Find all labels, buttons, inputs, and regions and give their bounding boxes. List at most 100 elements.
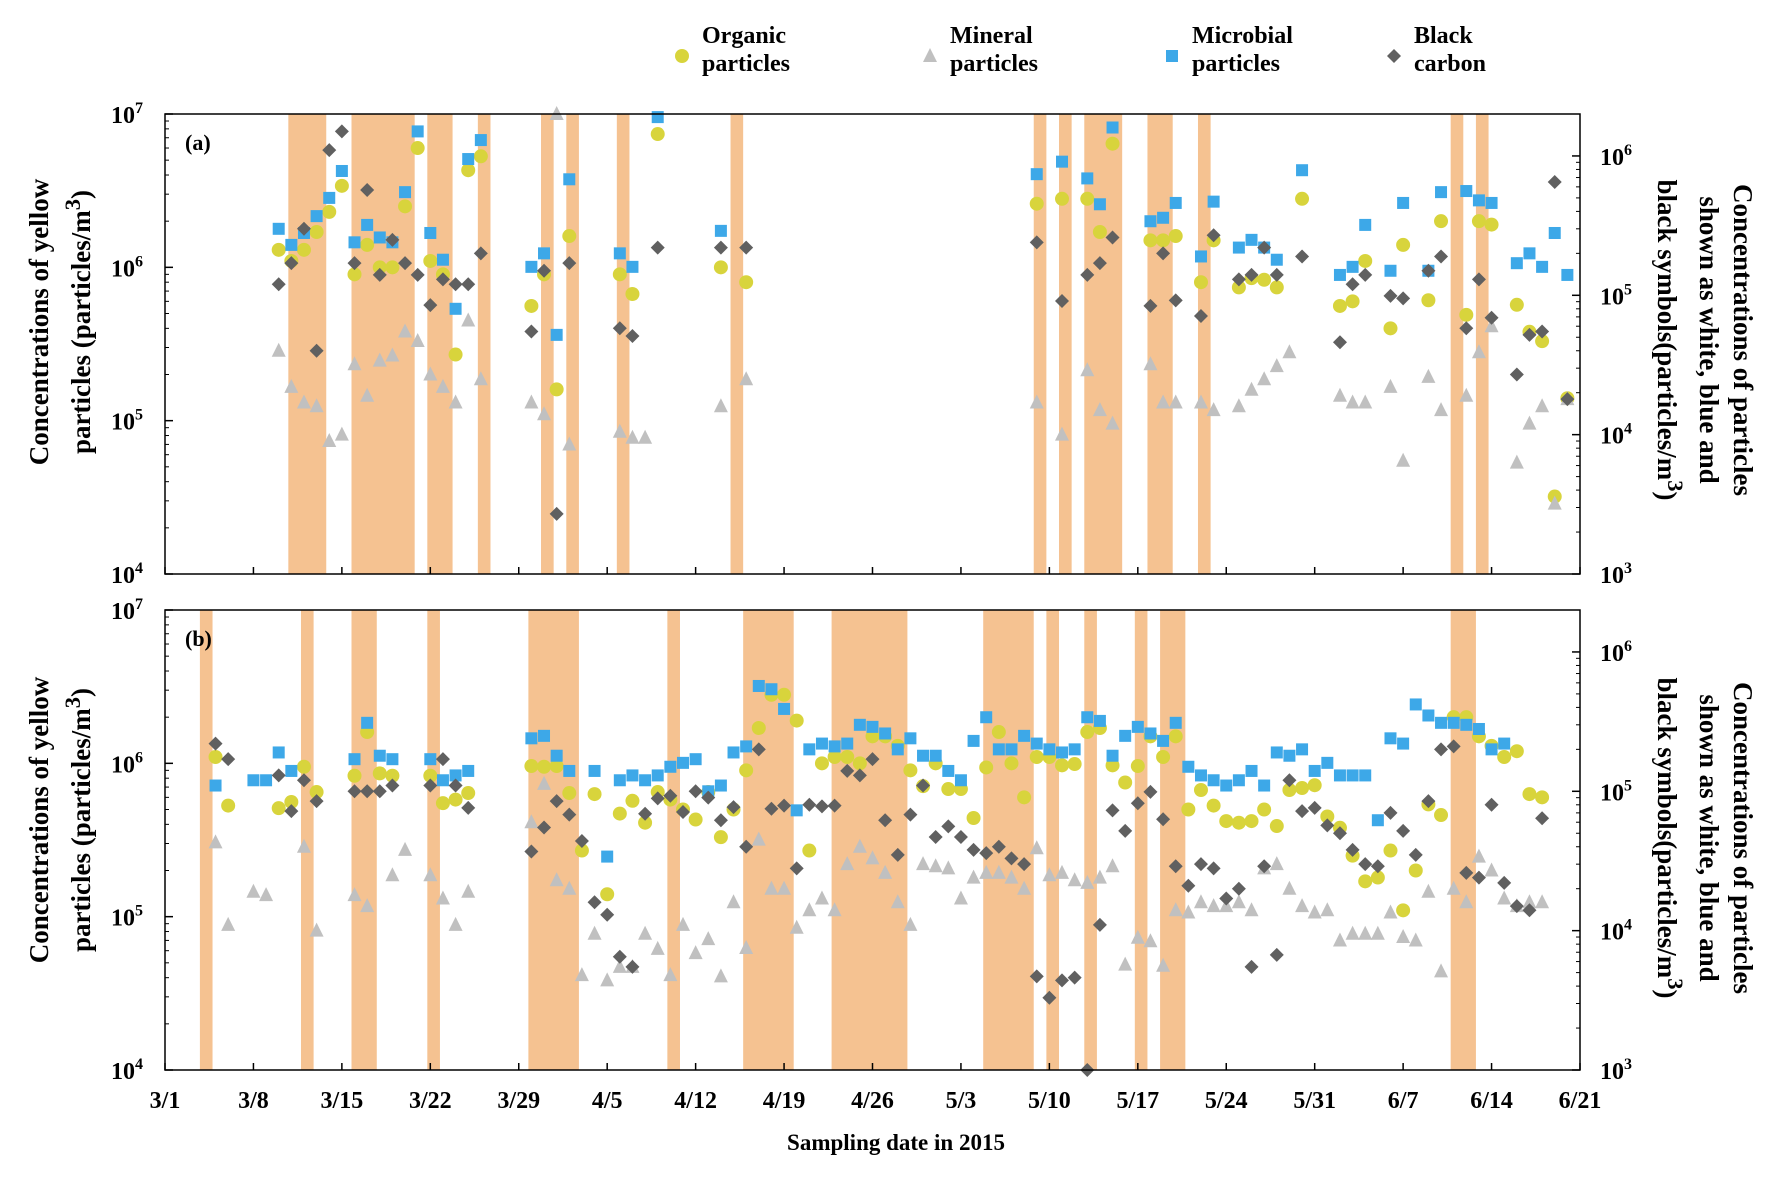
panel-b-square-point [765, 683, 778, 696]
panel-b-square-point [563, 764, 576, 777]
panel-b-square-point [1144, 727, 1157, 740]
panel-b-square-point [1321, 756, 1334, 769]
panel-a-diamond-point [1509, 367, 1524, 382]
panel-a-diamond-point [1080, 267, 1095, 282]
panel-a-triangle-point [1332, 387, 1347, 402]
panel-b-triangle-point [726, 894, 741, 909]
panel-a-diamond-point [612, 321, 627, 336]
panel-b-square-point [1081, 711, 1094, 724]
panel-a-triangle-point [1156, 394, 1171, 409]
panel-b-diamond-point [890, 847, 905, 862]
panel-b-diamond-point [1004, 851, 1019, 866]
panel-b-circle-point [1307, 778, 1322, 793]
panel-b-triangle-point [385, 867, 400, 882]
panel-b-diamond-point [1118, 823, 1133, 838]
panel-b-diamond-point [625, 959, 640, 974]
panel-b-square-point [1169, 716, 1182, 729]
panel-b-square-point [841, 737, 854, 750]
panel-b-triangle-point [208, 834, 223, 849]
panel-b-square-point [1030, 737, 1043, 750]
panel-b-triangle-point [398, 841, 413, 856]
panel-b-triangle-point [941, 860, 956, 875]
panel-a-triangle-point [334, 426, 349, 441]
panel-b-triangle-point [1446, 880, 1461, 895]
panel-b-shaded-period [983, 610, 1034, 1070]
panel-b-square-point [601, 850, 614, 863]
panel-b-circle-point [372, 766, 387, 781]
panel-a-diamond-point [360, 182, 375, 197]
panel-a-triangle-point [562, 436, 577, 451]
panel-a-circle-point [650, 127, 665, 142]
panel-a-triangle-point [322, 433, 337, 448]
panel-b-shaded-period [528, 610, 579, 1070]
panel-b-square-point [1472, 722, 1485, 735]
panel-a-circle-point [398, 199, 413, 214]
panel-b-diamond-point [524, 844, 539, 859]
panel-b-circle-point [1181, 802, 1196, 817]
panel-b-square-point [247, 774, 260, 787]
panel-b-diamond-point [385, 778, 400, 793]
panel-b-circle-point [688, 812, 703, 827]
panel-b-square-point [449, 769, 462, 782]
panel-b-circle-point [1535, 790, 1550, 805]
panel-a-square-point [424, 226, 437, 239]
panel-b-square-point [1258, 779, 1271, 792]
panel-b-shaded-period [427, 610, 440, 1070]
panel-a-square-point [1548, 226, 1561, 239]
panel-b-triangle-point [1295, 898, 1310, 913]
panel-b-diamond-point [1181, 878, 1196, 893]
panel-a-circle-point [1421, 293, 1436, 308]
panel-b-diamond-point [1257, 859, 1272, 874]
panel-b-diamond-point [751, 742, 766, 757]
panel-b-triangle-point [840, 856, 855, 871]
panel-b-square-point [538, 729, 551, 742]
panel-a-triangle-point [1168, 394, 1183, 409]
panel-a-diamond-point [435, 272, 450, 287]
panel-a-diamond-point [1560, 392, 1575, 407]
panel-a-diamond-point [372, 267, 387, 282]
panel-a-triangle-point [271, 342, 286, 357]
panel-a-square-point [323, 191, 336, 204]
panel-b-circle-point [537, 759, 552, 774]
panel-b-diamond-point [1497, 875, 1512, 890]
panel-a-triangle-point [1269, 358, 1284, 373]
panel-b-circle-point [827, 749, 842, 764]
panel-a-circle-point [1383, 321, 1398, 336]
panel-b-diamond-point [638, 806, 653, 821]
panel-a-triangle-point [1257, 371, 1272, 386]
panel-a-square-point [613, 247, 626, 260]
panel-b-circle-point [284, 794, 299, 809]
panel-a-diamond-point [284, 256, 299, 271]
panel-b-diamond-point [360, 784, 375, 799]
panel-b-square-point [676, 756, 689, 769]
panel-b-circle-point [1168, 729, 1183, 744]
panel-b-triangle-point [1080, 874, 1095, 889]
panel-b-left-tick-label: 104 [111, 1056, 143, 1085]
panel-b-square-point [904, 732, 917, 745]
panel-b-square-point [651, 769, 664, 782]
panel-a-shaded-period [1147, 114, 1173, 574]
panel-b-circle-point [941, 782, 956, 797]
panel-a-triangle-point [537, 406, 552, 421]
panel-a-diamond-point [549, 506, 564, 521]
panel-a-square-point [1157, 211, 1170, 224]
panel-b-right-tick-label: 103 [1600, 1056, 1632, 1085]
panel-b-square-point [967, 734, 980, 747]
panel-b-circle-point [1396, 903, 1411, 918]
panel-a-shaded-period [616, 114, 630, 574]
panel-b-square-point [1371, 814, 1384, 827]
panel-b-square-point [942, 764, 955, 777]
panel-b-circle-point [309, 785, 324, 800]
panel-a-square-point [399, 186, 412, 199]
panel-a-square-point [1485, 196, 1498, 209]
panel-a-shaded-period [427, 114, 453, 574]
panel-b-right-tick-label: 105 [1600, 777, 1632, 806]
panel-b-circle-point [1130, 759, 1145, 774]
panel-a-triangle-point [347, 356, 362, 371]
panel-b-triangle-point [777, 880, 792, 895]
panel-b-diamond-point [1282, 773, 1297, 788]
panel-b-circle-point [625, 793, 640, 808]
panel-a-right-tick-label: 105 [1600, 281, 1632, 310]
panel-a-circle-point [562, 229, 577, 244]
right-axis-label-b-line2: shown as white, blue and [1694, 694, 1724, 982]
